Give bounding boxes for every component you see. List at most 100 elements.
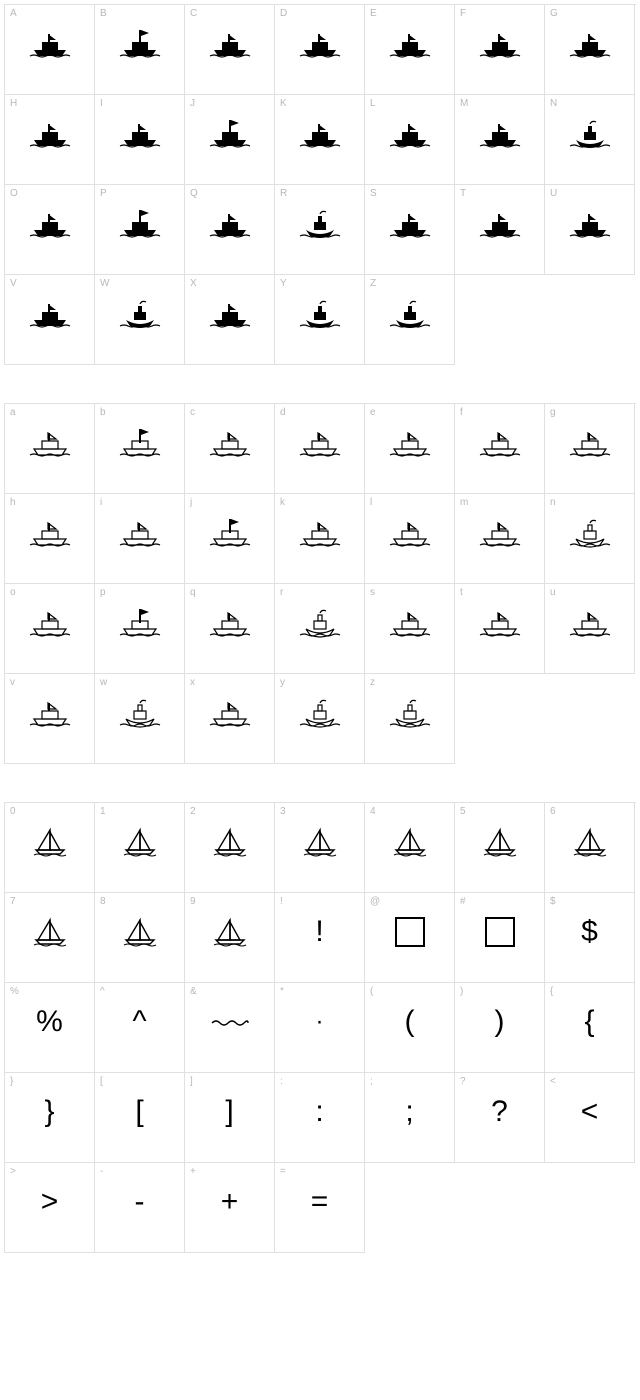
charmap-cell[interactable]: E [365, 5, 455, 95]
charmap-cell[interactable]: l [365, 494, 455, 584]
glyph-preview [5, 598, 94, 648]
charmap-cell[interactable]: H [5, 95, 95, 185]
charmap-cell[interactable]: *· [275, 983, 365, 1073]
charmap-cell[interactable]: 9 [185, 893, 275, 983]
charmap-cell[interactable]: & [185, 983, 275, 1073]
charmap-cell[interactable]: b [95, 404, 185, 494]
charmap-cell[interactable]: :: [275, 1073, 365, 1163]
charmap-cell[interactable]: G [545, 5, 635, 95]
glyph-preview [545, 19, 634, 69]
charmap-cell[interactable]: a [5, 404, 95, 494]
charmap-cell[interactable]: Y [275, 275, 365, 365]
charmap-cell[interactable]: ?? [455, 1073, 545, 1163]
boat-filled-icon [28, 208, 72, 240]
charmap-cell[interactable]: 3 [275, 803, 365, 893]
charmap-cell[interactable]: z [365, 674, 455, 764]
cell-label: v [10, 677, 15, 688]
charmap-cell[interactable]: >> [5, 1163, 95, 1253]
charmap-cell[interactable]: V [5, 275, 95, 365]
charmap-cell[interactable]: c [185, 404, 275, 494]
charmap-cell[interactable]: D [275, 5, 365, 95]
charmap-cell[interactable]: n [545, 494, 635, 584]
charmap-cell[interactable]: # [455, 893, 545, 983]
glyph-preview [275, 19, 364, 69]
charmap-cell[interactable]: t [455, 584, 545, 674]
charmap-cell[interactable]: f [455, 404, 545, 494]
charmap-cell[interactable]: j [185, 494, 275, 584]
charmap-cell[interactable]: q [185, 584, 275, 674]
charmap-cell[interactable]: 0 [5, 803, 95, 893]
cell-label: $ [550, 896, 556, 907]
charmap-cell[interactable]: P [95, 185, 185, 275]
boat-filled-icon [388, 118, 432, 150]
charmap-cell[interactable]: 7 [5, 893, 95, 983]
charmap-cell[interactable]: !! [275, 893, 365, 983]
charmap-cell[interactable]: )) [455, 983, 545, 1073]
charmap-cell[interactable]: 2 [185, 803, 275, 893]
charmap-cell[interactable]: i [95, 494, 185, 584]
charmap-cell[interactable]: N [545, 95, 635, 185]
charmap-cell[interactable]: [[ [95, 1073, 185, 1163]
charmap-cell[interactable]: K [275, 95, 365, 185]
charmap-cell[interactable]: ;; [365, 1073, 455, 1163]
charmap-cell[interactable]: S [365, 185, 455, 275]
charmap-cell[interactable]: W [95, 275, 185, 365]
charmap-cell[interactable]: F [455, 5, 545, 95]
charmap-cell[interactable]: Q [185, 185, 275, 275]
cell-label: J [190, 98, 195, 109]
boat-filled-icon [208, 298, 252, 330]
charmap-cell[interactable]: ^^ [95, 983, 185, 1073]
charmap-cell[interactable]: u [545, 584, 635, 674]
glyph-preview [95, 199, 184, 249]
charmap-cell[interactable]: e [365, 404, 455, 494]
charmap-cell[interactable]: R [275, 185, 365, 275]
cell-label: * [280, 986, 284, 997]
boat-filled-icon [478, 208, 522, 240]
charmap-cell[interactable]: d [275, 404, 365, 494]
charmap-cell[interactable]: ]] [185, 1073, 275, 1163]
charmap-cell[interactable]: x [185, 674, 275, 764]
charmap-cell[interactable]: J [185, 95, 275, 185]
charmap-cell[interactable]: {{ [545, 983, 635, 1073]
charmap-cell[interactable]: ++ [185, 1163, 275, 1253]
charmap-cell[interactable]: T [455, 185, 545, 275]
charmap-cell[interactable]: Z [365, 275, 455, 365]
charmap-cell[interactable]: A [5, 5, 95, 95]
charmap-cell[interactable]: $$ [545, 893, 635, 983]
charmap-cell[interactable]: k [275, 494, 365, 584]
cell-label: m [460, 497, 468, 508]
charmap-cell[interactable]: o [5, 584, 95, 674]
charmap-cell[interactable]: 5 [455, 803, 545, 893]
charmap-cell[interactable]: r [275, 584, 365, 674]
tugboat-outline-icon [388, 697, 432, 729]
charmap-cell[interactable]: 4 [365, 803, 455, 893]
charmap-cell[interactable]: == [275, 1163, 365, 1253]
charmap-cell[interactable]: U [545, 185, 635, 275]
charmap-cell[interactable]: L [365, 95, 455, 185]
charmap-cell[interactable]: @ [365, 893, 455, 983]
charmap-cell[interactable]: p [95, 584, 185, 674]
charmap-cell[interactable]: m [455, 494, 545, 584]
charmap-cell[interactable]: w [95, 674, 185, 764]
charmap-cell[interactable]: (( [365, 983, 455, 1073]
charmap-cell[interactable]: y [275, 674, 365, 764]
charmap-cell[interactable]: }} [5, 1073, 95, 1163]
charmap-cell[interactable]: v [5, 674, 95, 764]
charmap-cell[interactable]: s [365, 584, 455, 674]
charmap-cell[interactable]: << [545, 1073, 635, 1163]
tugboat-filled-icon [298, 208, 342, 240]
charmap-cell[interactable]: 6 [545, 803, 635, 893]
charmap-cell[interactable]: M [455, 95, 545, 185]
charmap-cell[interactable]: C [185, 5, 275, 95]
charmap-cell[interactable]: X [185, 275, 275, 365]
charmap-cell[interactable]: 1 [95, 803, 185, 893]
charmap-cell[interactable]: 8 [95, 893, 185, 983]
charmap-cell[interactable]: B [95, 5, 185, 95]
charmap-cell[interactable]: %% [5, 983, 95, 1073]
charmap-cell[interactable]: O [5, 185, 95, 275]
charmap-cell[interactable]: h [5, 494, 95, 584]
charmap-cell[interactable]: g [545, 404, 635, 494]
charmap-cell[interactable]: I [95, 95, 185, 185]
cell-label: S [370, 188, 377, 199]
charmap-cell[interactable]: -- [95, 1163, 185, 1253]
